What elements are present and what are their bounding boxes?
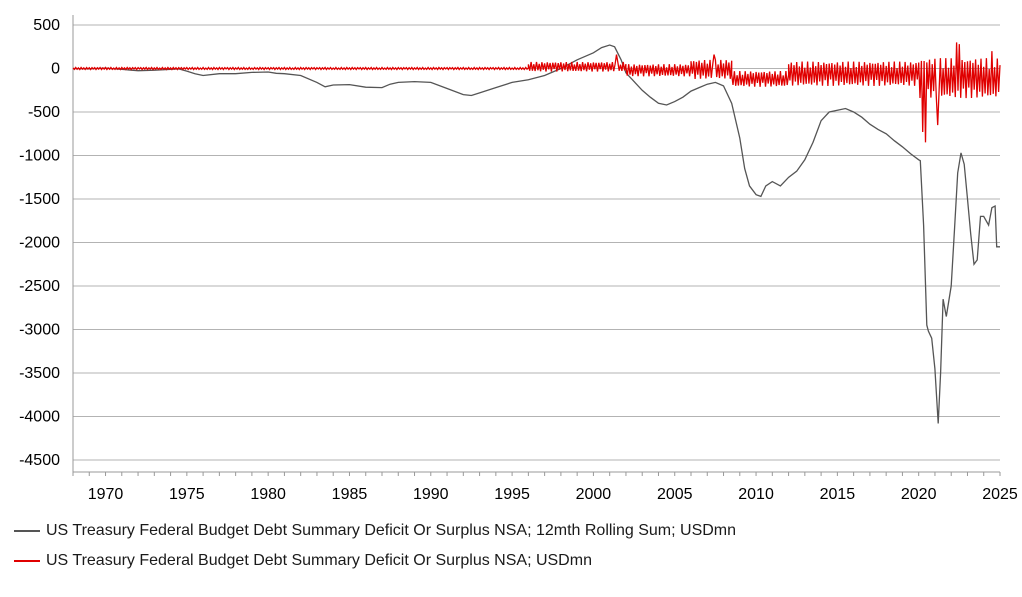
legend-label-monthly: US Treasury Federal Budget Debt Summary … [46, 552, 592, 569]
x-tick-label: 1990 [413, 486, 449, 503]
x-tick-label: 2010 [738, 486, 774, 503]
y-tick-label: -4000 [19, 409, 60, 426]
legend-item-rolling-sum: US Treasury Federal Budget Debt Summary … [14, 522, 736, 540]
legend-label-rolling-sum: US Treasury Federal Budget Debt Summary … [46, 522, 737, 539]
x-tick-label: 2025 [982, 486, 1018, 503]
x-tick-label: 1975 [169, 486, 205, 503]
y-tick-label: -500 [28, 104, 60, 121]
x-tick-label: 1980 [250, 486, 286, 503]
y-tick-label: -2500 [19, 278, 60, 295]
y-tick-label: -4500 [19, 452, 60, 469]
y-tick-label: -3500 [19, 365, 60, 382]
x-tick-label: 2015 [820, 486, 856, 503]
y-tick-label: 0 [51, 61, 60, 78]
series-layer [72, 42, 1001, 424]
x-tick-label: 1995 [494, 486, 530, 503]
y-axis: 500 0 -500 -1000 -1500 -2000 -2500 -3000 -3500 -4… [19, 15, 74, 472]
x-tick-label: 1985 [332, 486, 368, 503]
gridlines [73, 24, 1000, 461]
y-tick-label: 500 [33, 17, 60, 34]
x-tick-label: 1970 [88, 486, 124, 503]
x-tick-label: 2005 [657, 486, 693, 503]
series-line-rolling-sum [72, 44, 1000, 424]
x-tick-label: 2020 [901, 486, 937, 503]
y-tick-label: -1000 [19, 148, 60, 165]
y-tick-label: -1500 [19, 191, 60, 208]
legend-swatch-rolling-sum [14, 530, 40, 532]
x-tick-label: 2000 [576, 486, 612, 503]
series-line-monthly [72, 42, 1001, 143]
x-axis: 1970 1975 1980 1985 1990 1995 2000 2005 2010 2015… [72, 471, 1018, 503]
legend-item-monthly: US Treasury Federal Budget Debt Summary … [14, 552, 592, 570]
legend-swatch-monthly [14, 560, 40, 562]
y-tick-label: -3000 [19, 322, 60, 339]
y-tick-label: -2000 [19, 235, 60, 252]
